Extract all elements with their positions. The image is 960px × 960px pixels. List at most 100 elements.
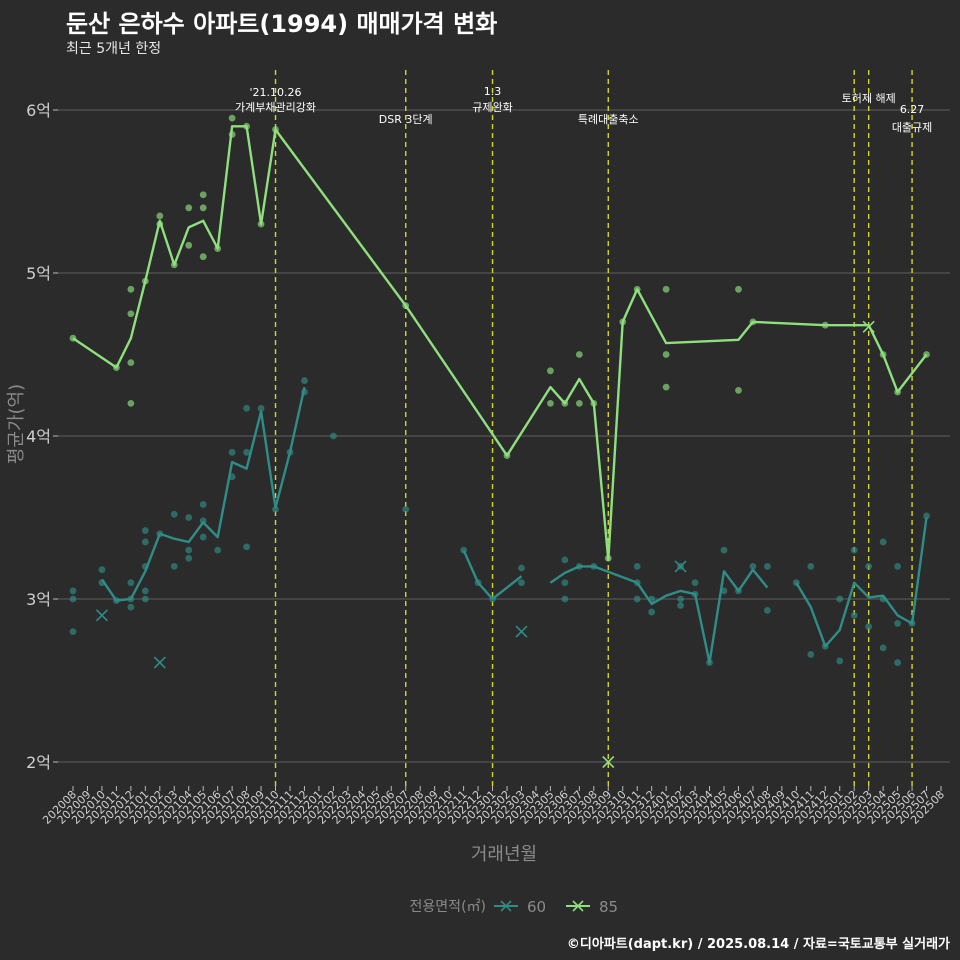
y-tick-label: 6억 — [26, 101, 51, 120]
event-label: 규제완화 — [472, 101, 512, 114]
data-point-85 — [228, 114, 236, 122]
data-point-60 — [69, 595, 77, 603]
data-point-60 — [199, 501, 207, 508]
data-point-85 — [575, 400, 583, 407]
data-point-85 — [575, 351, 583, 358]
data-point-85 — [127, 400, 135, 407]
legend-key-mark-60 — [500, 900, 512, 912]
data-point-60 — [561, 556, 569, 564]
event-label: 6.27 — [900, 103, 925, 116]
data-point-60 — [141, 595, 149, 603]
series-line-60 — [462, 549, 523, 601]
data-point-60 — [272, 505, 279, 513]
data-point-60 — [127, 603, 135, 611]
data-point-60 — [850, 546, 858, 554]
cancelled-mark-60 — [153, 656, 166, 669]
data-point-60 — [214, 546, 222, 554]
data-point-60 — [633, 595, 641, 603]
data-point-60 — [243, 543, 251, 551]
series-line-85 — [72, 125, 928, 562]
data-point-60 — [894, 563, 901, 570]
data-point-60 — [850, 611, 858, 619]
chart-title: 둔산 은하수 아파트(1994) 매매가격 변화 — [66, 10, 498, 38]
data-point-60 — [185, 514, 193, 521]
data-point-60 — [141, 527, 149, 534]
data-point-60 — [185, 554, 193, 562]
data-point-85 — [735, 386, 742, 394]
data-point-60 — [170, 510, 178, 518]
data-point-60 — [677, 602, 684, 609]
data-point-60 — [518, 579, 525, 587]
legend-title: 전용면적(㎡) — [410, 899, 486, 915]
data-point-60 — [836, 595, 844, 603]
data-point-60 — [865, 623, 873, 631]
data-point-85 — [185, 204, 193, 212]
legend-label-85: 85 — [599, 898, 618, 916]
data-point-60 — [170, 563, 178, 570]
data-point-85 — [127, 310, 135, 318]
data-point-60 — [561, 595, 569, 603]
data-point-60 — [879, 644, 887, 652]
data-point-60 — [764, 607, 771, 614]
y-tick-label: 3억 — [26, 590, 51, 609]
data-point-60 — [98, 566, 106, 574]
cancelled-mark-60 — [515, 625, 528, 638]
data-point-60 — [677, 595, 684, 603]
data-point-85 — [662, 285, 670, 293]
data-point-60 — [561, 579, 569, 587]
data-point-85 — [156, 212, 164, 220]
y-tick-label: 2억 — [26, 753, 51, 772]
data-point-60 — [691, 579, 699, 587]
data-point-60 — [923, 512, 930, 520]
data-point-60 — [257, 404, 265, 412]
data-point-60 — [69, 628, 77, 635]
data-point-85 — [735, 285, 742, 293]
data-point-85 — [127, 285, 135, 293]
cancelled-mark-85 — [602, 755, 615, 769]
y-axis-title: 평균가(억) — [6, 384, 27, 464]
data-point-60 — [648, 608, 656, 616]
data-point-85 — [199, 253, 207, 261]
event-label: 토허제 해제 — [842, 91, 896, 105]
data-point-85 — [185, 241, 193, 249]
data-point-60 — [633, 563, 641, 570]
event-label: 특례대출축소 — [578, 113, 639, 126]
data-point-60 — [518, 564, 525, 572]
data-point-85 — [199, 204, 207, 212]
event-label: 가계부채관리강화 — [235, 101, 316, 114]
y-tick-label: 4억 — [26, 427, 51, 446]
data-point-60 — [879, 538, 887, 546]
data-point-60 — [865, 563, 873, 570]
data-point-60 — [228, 448, 236, 456]
data-point-60 — [185, 546, 193, 554]
data-point-60 — [749, 563, 757, 570]
data-point-60 — [720, 546, 728, 554]
data-point-60 — [330, 432, 337, 440]
data-point-60 — [836, 657, 844, 665]
data-point-60 — [807, 563, 815, 570]
cancelled-mark-60 — [95, 609, 108, 622]
data-point-60 — [764, 563, 771, 570]
event-label: 대출규제 — [892, 121, 932, 134]
data-point-85 — [127, 359, 135, 367]
cancelled-mark-85 — [862, 320, 875, 333]
event-label: '21.10.26 — [250, 86, 302, 99]
x-axis-title: 거래년월 — [471, 844, 537, 865]
data-point-60 — [894, 620, 901, 627]
data-point-85 — [547, 400, 554, 407]
data-point-60 — [807, 651, 815, 658]
legend-key-mark-85 — [572, 900, 584, 912]
data-point-85 — [199, 191, 207, 199]
data-point-85 — [662, 383, 670, 391]
data-point-85 — [547, 367, 554, 375]
data-point-60 — [141, 587, 149, 595]
data-point-60 — [894, 659, 901, 666]
data-point-60 — [141, 538, 149, 546]
data-point-60 — [301, 377, 308, 384]
legend-label-60: 60 — [527, 898, 546, 916]
series-line-60 — [795, 517, 928, 648]
event-label: 1.3 — [484, 85, 502, 98]
cancelled-mark-60 — [674, 560, 687, 573]
